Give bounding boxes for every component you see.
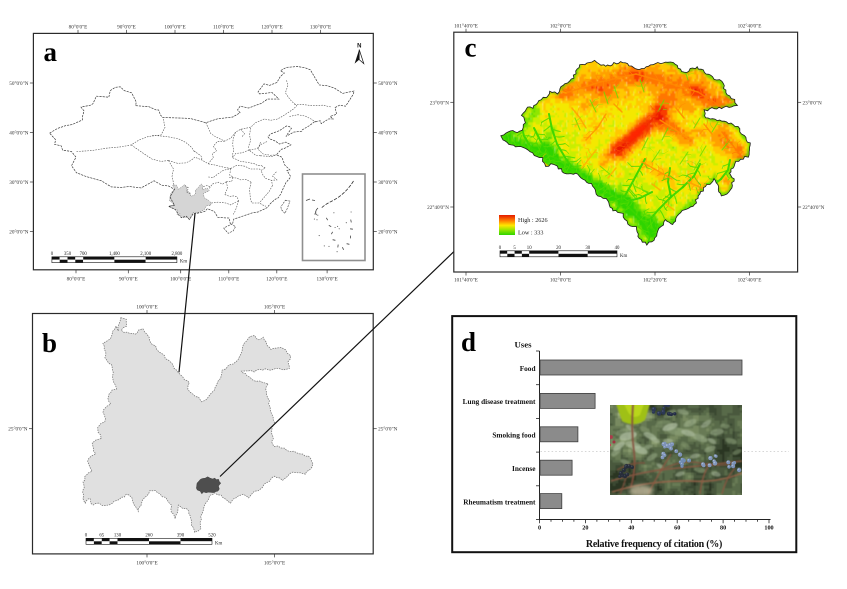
svg-text:130°0'0"E: 130°0'0"E bbox=[316, 276, 337, 283]
svg-text:100°0'0"E: 100°0'0"E bbox=[136, 560, 157, 567]
svg-text:0: 0 bbox=[499, 246, 502, 251]
svg-text:5: 5 bbox=[513, 246, 516, 251]
svg-text:Km: Km bbox=[180, 260, 187, 265]
svg-text:1,400: 1,400 bbox=[109, 252, 120, 257]
svg-text:65: 65 bbox=[99, 533, 104, 538]
svg-text:105°0'0"E: 105°0'0"E bbox=[264, 304, 285, 311]
svg-text:N: N bbox=[357, 44, 361, 50]
svg-text:100°0'0"E: 100°0'0"E bbox=[170, 276, 191, 283]
svg-text:105°0'0"E: 105°0'0"E bbox=[264, 560, 285, 567]
svg-text:40: 40 bbox=[628, 525, 634, 532]
svg-text:Rheumatism treatment: Rheumatism treatment bbox=[463, 497, 536, 506]
svg-text:0: 0 bbox=[538, 525, 541, 532]
svg-text:Relative frequency of citation: Relative frequency of citation (%) bbox=[586, 539, 722, 550]
svg-text:20°0'0"N: 20°0'0"N bbox=[9, 229, 29, 236]
svg-text:102°0'0"E: 102°0'0"E bbox=[550, 22, 571, 29]
svg-text:50°0'0"N: 50°0'0"N bbox=[378, 80, 398, 87]
svg-text:40°0'0"N: 40°0'0"N bbox=[378, 130, 398, 137]
svg-text:0: 0 bbox=[85, 533, 88, 538]
svg-text:700: 700 bbox=[80, 252, 88, 257]
svg-text:2,100: 2,100 bbox=[140, 252, 151, 257]
svg-text:Lung disease treatment: Lung disease treatment bbox=[463, 397, 536, 406]
svg-text:Food: Food bbox=[520, 364, 536, 373]
svg-text:40: 40 bbox=[615, 246, 620, 251]
svg-text:101°40'0"E: 101°40'0"E bbox=[454, 277, 478, 284]
svg-text:30°0'0"N: 30°0'0"N bbox=[9, 179, 29, 186]
svg-text:350: 350 bbox=[64, 252, 72, 257]
svg-text:23°0'0"N: 23°0'0"N bbox=[803, 99, 823, 106]
svg-text:390: 390 bbox=[177, 533, 185, 538]
svg-text:High : 2626: High : 2626 bbox=[518, 217, 548, 224]
svg-text:80°0'0"E: 80°0'0"E bbox=[67, 276, 86, 283]
svg-text:0: 0 bbox=[51, 252, 54, 257]
svg-text:60: 60 bbox=[674, 525, 680, 532]
svg-text:d: d bbox=[461, 327, 476, 357]
svg-text:Incense: Incense bbox=[512, 464, 536, 473]
svg-text:20: 20 bbox=[582, 525, 588, 532]
svg-text:a: a bbox=[44, 37, 58, 67]
svg-text:40°0'0"N: 40°0'0"N bbox=[9, 130, 29, 137]
svg-text:23°0'0"N: 23°0'0"N bbox=[430, 99, 450, 106]
svg-text:Low : 333: Low : 333 bbox=[518, 229, 543, 236]
svg-text:20: 20 bbox=[556, 246, 561, 251]
svg-text:Km: Km bbox=[215, 541, 222, 546]
svg-text:Smoking food: Smoking food bbox=[492, 431, 535, 440]
svg-text:50°0'0"N: 50°0'0"N bbox=[9, 80, 29, 87]
svg-text:110°0'0"E: 110°0'0"E bbox=[218, 276, 239, 283]
svg-text:25°0'0"N: 25°0'0"N bbox=[378, 426, 398, 433]
svg-text:120°0'0"E: 120°0'0"E bbox=[266, 276, 287, 283]
svg-text:520: 520 bbox=[208, 533, 216, 538]
svg-text:102°20'0"E: 102°20'0"E bbox=[643, 22, 667, 29]
svg-text:100°0'0"E: 100°0'0"E bbox=[136, 304, 157, 311]
svg-text:130: 130 bbox=[114, 533, 122, 538]
svg-text:102°40'0"E: 102°40'0"E bbox=[738, 277, 762, 284]
svg-text:22°40'0"N: 22°40'0"N bbox=[803, 204, 825, 211]
svg-text:100°0'0"E: 100°0'0"E bbox=[164, 24, 185, 31]
svg-text:20°0'0"N: 20°0'0"N bbox=[378, 229, 398, 236]
svg-text:80: 80 bbox=[720, 525, 726, 532]
svg-text:80°0'0"E: 80°0'0"E bbox=[69, 24, 88, 31]
svg-text:260: 260 bbox=[145, 533, 153, 538]
svg-text:c: c bbox=[465, 33, 477, 63]
svg-text:90°0'0"E: 90°0'0"E bbox=[119, 276, 138, 283]
svg-text:101°40'0"E: 101°40'0"E bbox=[454, 22, 478, 29]
svg-text:102°40'0"E: 102°40'0"E bbox=[738, 22, 762, 29]
svg-text:130°0'0"E: 130°0'0"E bbox=[310, 24, 331, 31]
svg-text:110°0'0"E: 110°0'0"E bbox=[213, 24, 234, 31]
svg-text:120°0'0"E: 120°0'0"E bbox=[261, 24, 282, 31]
svg-text:30°0'0"N: 30°0'0"N bbox=[378, 179, 398, 186]
svg-text:22°40'0"N: 22°40'0"N bbox=[427, 204, 449, 211]
svg-text:100: 100 bbox=[764, 525, 773, 532]
svg-text:102°0'0"E: 102°0'0"E bbox=[550, 277, 571, 284]
svg-text:102°20'0"E: 102°20'0"E bbox=[643, 277, 667, 284]
svg-text:90°0'0"E: 90°0'0"E bbox=[117, 24, 136, 31]
svg-text:30: 30 bbox=[585, 246, 590, 251]
svg-text:Km: Km bbox=[620, 254, 627, 259]
svg-text:b: b bbox=[42, 328, 57, 358]
svg-text:2,800: 2,800 bbox=[172, 252, 183, 257]
svg-text:10: 10 bbox=[527, 246, 532, 251]
svg-text:Uses: Uses bbox=[514, 340, 532, 350]
svg-text:25°0'0"N: 25°0'0"N bbox=[8, 426, 28, 433]
